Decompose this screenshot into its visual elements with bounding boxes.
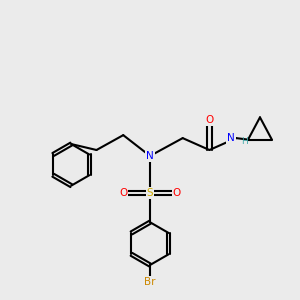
Text: H: H: [242, 136, 248, 146]
Text: Br: Br: [144, 277, 156, 287]
Text: O: O: [205, 115, 214, 125]
Text: S: S: [147, 188, 153, 198]
Text: O: O: [172, 188, 181, 198]
Text: N: N: [146, 151, 154, 161]
Text: N: N: [227, 133, 235, 143]
Text: O: O: [119, 188, 128, 198]
